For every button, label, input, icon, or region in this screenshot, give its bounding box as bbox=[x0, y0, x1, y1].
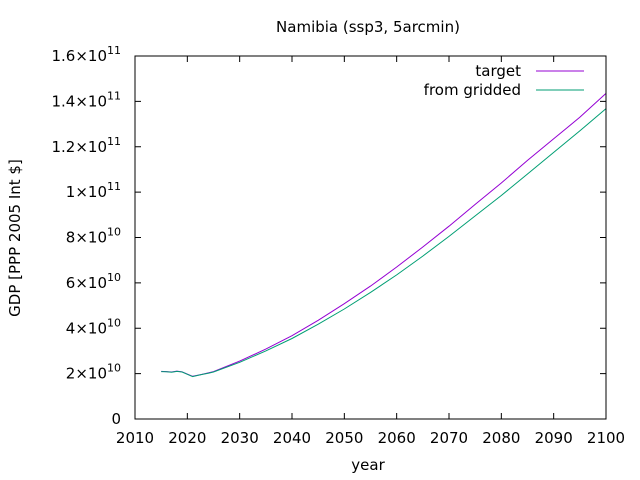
x-tick-label: 2040 bbox=[273, 429, 311, 447]
x-tick-label: 2100 bbox=[587, 429, 625, 447]
x-tick-label: 2010 bbox=[116, 429, 154, 447]
x-tick-label: 2020 bbox=[168, 429, 206, 447]
x-tick-label: 2070 bbox=[430, 429, 468, 447]
y-tick-label: 8×1010 bbox=[66, 226, 121, 247]
x-tick-label: 2080 bbox=[482, 429, 520, 447]
plot-frame bbox=[134, 55, 607, 420]
y-tick-label: 1.6×1011 bbox=[51, 44, 121, 65]
y-tick-label: 2×1010 bbox=[66, 362, 121, 383]
y-tick-label: 4×1010 bbox=[66, 316, 121, 337]
y-axis-ticks: 0 2×1010 4×1010 6×1010 8×1010 1×1011 1.2×1011 1… bbox=[51, 44, 606, 428]
y-tick-label: 1.2×1011 bbox=[51, 135, 121, 156]
series-line-from-gridded bbox=[161, 108, 607, 378]
y-tick-label: 0 bbox=[111, 410, 121, 428]
y-tick-label: 1.4×1011 bbox=[51, 89, 121, 110]
y-axis-label: GDP [PPP 2005 Int $] bbox=[6, 159, 24, 317]
x-tick-label: 2030 bbox=[221, 429, 259, 447]
series-layer bbox=[161, 93, 607, 378]
legend-label: target bbox=[475, 62, 521, 80]
x-axis-label: year bbox=[351, 456, 385, 474]
chart-title: Namibia (ssp3, 5arcmin) bbox=[276, 18, 460, 36]
x-tick-label: 2090 bbox=[535, 429, 573, 447]
x-tick-label: 2050 bbox=[325, 429, 363, 447]
y-tick-label: 1×1011 bbox=[66, 180, 121, 201]
legend-label: from gridded bbox=[424, 81, 521, 99]
x-axis-ticks: 2010 2020 2030 2040 2050 2060 2070 2080 2090 2100 bbox=[116, 56, 625, 447]
y-tick-label: 6×1010 bbox=[66, 271, 121, 292]
x-tick-label: 2060 bbox=[378, 429, 416, 447]
series-line-target bbox=[161, 93, 607, 377]
